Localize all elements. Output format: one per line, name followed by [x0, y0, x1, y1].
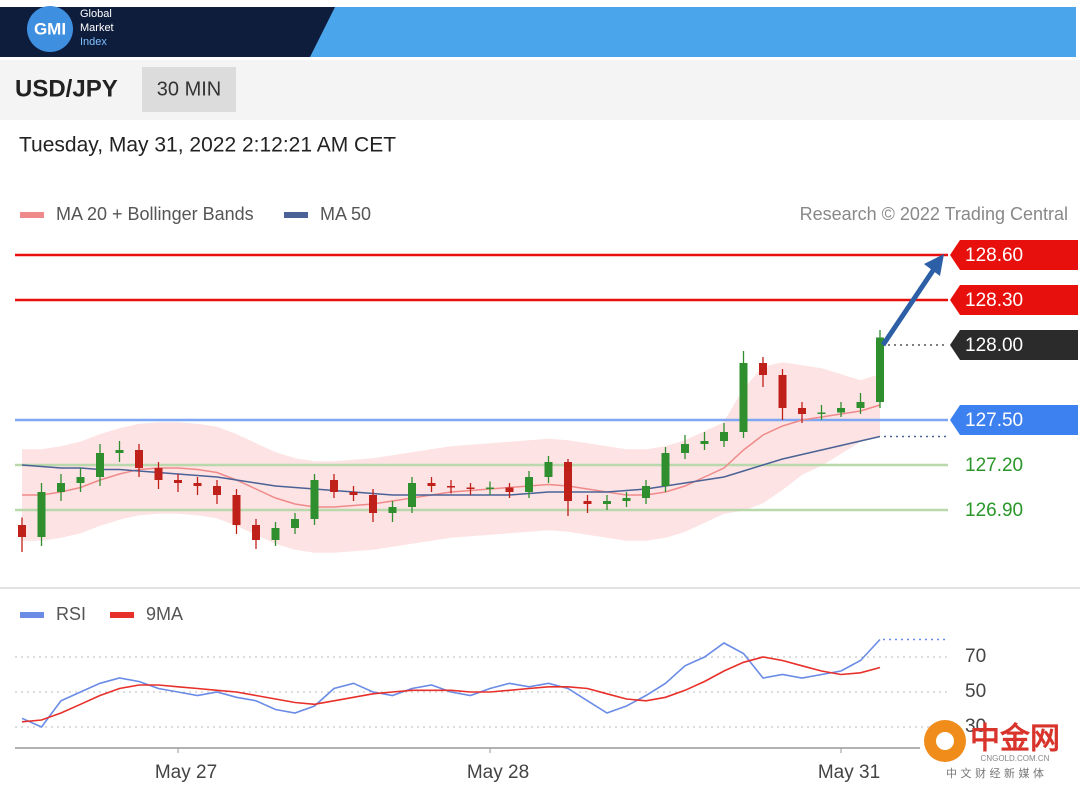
candle-body: [642, 486, 650, 498]
legend-swatch: [284, 212, 308, 218]
candle-body: [856, 402, 865, 408]
candle-body: [583, 501, 592, 504]
brand-line: Index: [80, 36, 107, 48]
candle-body: [310, 480, 319, 519]
candle-body: [18, 525, 26, 537]
level-label-box: [950, 330, 1078, 360]
candle-body: [720, 432, 728, 441]
legend-label: 9MA: [146, 604, 183, 624]
brand-line: Global: [80, 8, 112, 20]
ma-line: [21, 435, 881, 496]
candle-body: [486, 487, 494, 489]
candle-body: [174, 480, 182, 483]
header-brand-area: [0, 7, 335, 57]
instrument: USD/JPY: [15, 75, 118, 102]
candle-body: [817, 412, 826, 414]
watermark-url: CNGOLD.COM.CN: [981, 754, 1050, 763]
candle-body: [544, 462, 553, 477]
rsi-line: [21, 656, 881, 723]
y-tick-label: 50: [965, 681, 986, 702]
candle-body: [408, 483, 416, 507]
legend-swatch: [20, 212, 44, 218]
legend-label: MA 50: [320, 204, 371, 224]
candle-body: [505, 487, 514, 492]
candle-body: [837, 408, 845, 413]
y-tick-label: 70: [965, 646, 986, 667]
legend-label: RSI: [56, 604, 86, 624]
candle-body: [681, 444, 689, 453]
credit: Research © 2022 Trading Central: [800, 204, 1068, 224]
candle-body: [739, 363, 748, 432]
x-tick-label: May 28: [467, 762, 529, 783]
candle-body: [349, 492, 358, 495]
forecast-arrow: [880, 264, 939, 347]
level-label-box: [950, 285, 1078, 315]
timeframe-button[interactable]: [142, 67, 236, 112]
candle-body: [369, 495, 377, 513]
bollinger-upper: [22, 362, 881, 463]
forecast-arrowhead: [924, 254, 944, 276]
candle-body: [271, 528, 280, 540]
candle-body: [154, 468, 163, 480]
legend-label: MA 20 + Bollinger Bands: [56, 204, 254, 224]
candle-body: [876, 337, 884, 402]
candle-body: [525, 477, 533, 492]
watermark-tagline: 中 文 财 经 新 媒 体: [946, 766, 1044, 780]
level-label: 128.00: [965, 335, 1023, 356]
candle-body: [466, 487, 475, 489]
level-label-box: [950, 405, 1078, 435]
logo-text: GMI: [34, 19, 66, 38]
candle-body: [232, 495, 241, 525]
level-label: 127.20: [965, 455, 1023, 476]
candle-body: [564, 462, 572, 501]
candle-body: [427, 483, 436, 486]
level-label-box: [950, 240, 1078, 270]
candle-body: [96, 453, 104, 477]
candle-body: [115, 450, 124, 453]
candle-body: [330, 480, 338, 492]
candle-body: [798, 408, 806, 414]
candle-body: [447, 486, 455, 488]
brand-line: Market: [80, 22, 114, 34]
watermark-name: 中金网: [970, 722, 1060, 757]
legend-swatch: [110, 612, 134, 618]
x-tick-label: May 27: [155, 762, 217, 783]
candle-body: [603, 501, 611, 504]
candle-body: [135, 450, 143, 468]
candle-body: [57, 483, 65, 492]
level-label: 127.50: [965, 410, 1023, 431]
candle-body: [213, 486, 221, 495]
legend-swatch: [20, 612, 44, 618]
candle-body: [622, 498, 631, 501]
plot: 128.60 128.30 128.00 127.50 127.20 126.90 MA 2…: [15, 204, 1078, 783]
watermark-logo-inner: [936, 732, 954, 750]
candle-body: [759, 363, 767, 375]
level-label: 126.90: [965, 500, 1023, 521]
candle-body: [700, 441, 709, 444]
timestamp: Tuesday, May 31, 2022 2:12:21 AM CET: [19, 134, 396, 157]
logo-circle: [27, 6, 73, 52]
candle-body: [76, 477, 85, 483]
candle-body: [193, 483, 202, 486]
candle-body: [252, 525, 260, 540]
candle-body: [37, 492, 46, 537]
y-tick-label: 30: [965, 716, 986, 737]
timeframe[interactable]: 30 MIN: [157, 78, 221, 100]
level-label: 128.60: [965, 245, 1023, 266]
candle-body: [291, 519, 299, 528]
rsi-line: [21, 638, 881, 728]
candle-body: [778, 375, 787, 408]
candle-body: [388, 507, 397, 513]
x-tick-label: May 31: [818, 762, 880, 783]
candle-body: [661, 453, 670, 486]
level-label: 128.30: [965, 290, 1023, 311]
